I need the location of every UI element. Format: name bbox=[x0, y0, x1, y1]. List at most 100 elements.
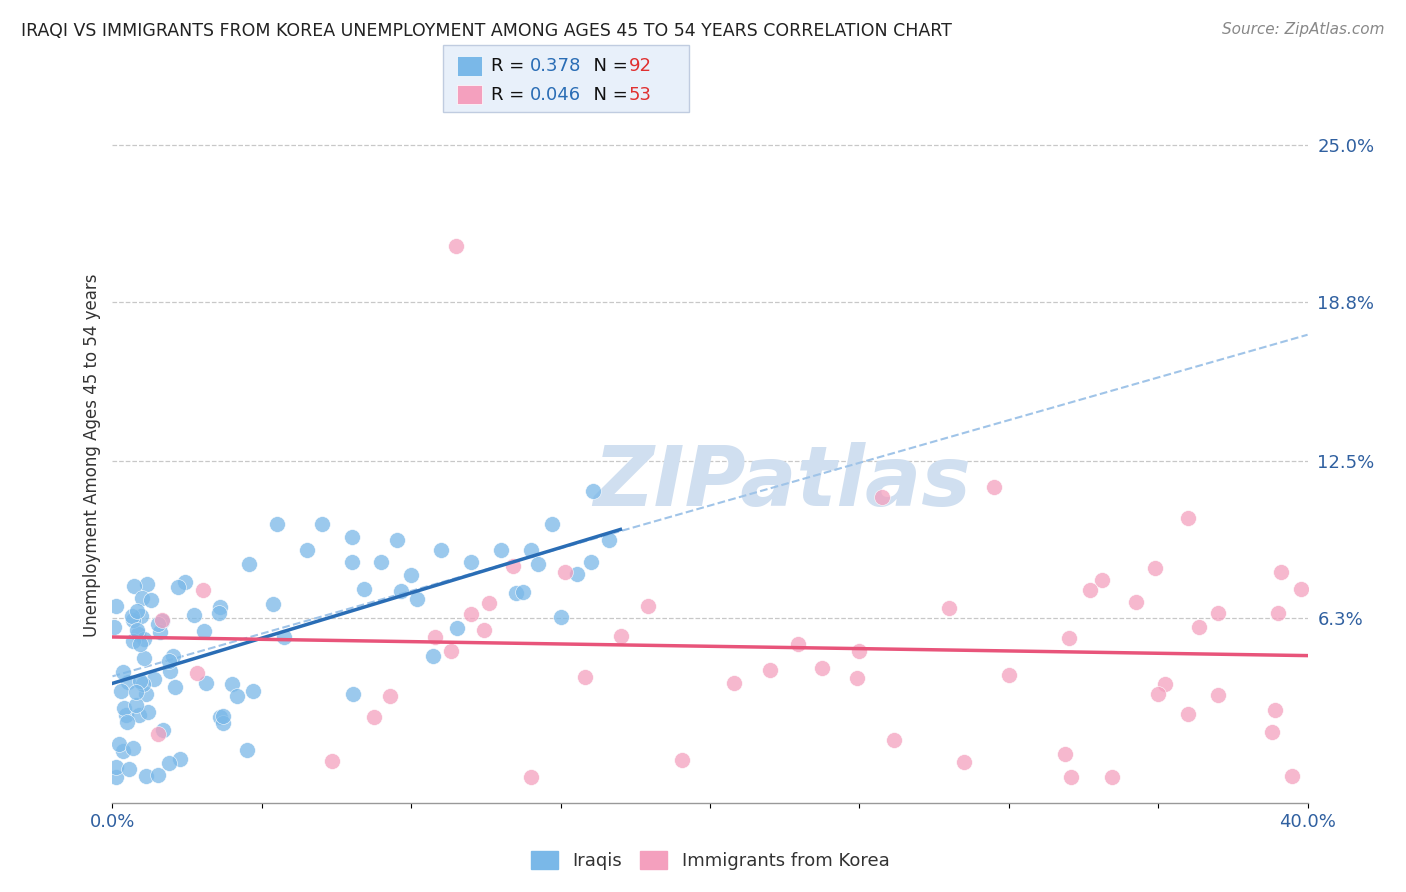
Point bbox=[104, 599, 127, 613]
Point bbox=[150, 614, 173, 628]
Point bbox=[883, 733, 905, 747]
Point bbox=[129, 609, 152, 624]
Point bbox=[938, 601, 960, 615]
Point bbox=[142, 672, 165, 686]
Point bbox=[786, 637, 808, 651]
Text: IRAQI VS IMMIGRANTS FROM KOREA UNEMPLOYMENT AMONG AGES 45 TO 54 YEARS CORRELATIO: IRAQI VS IMMIGRANTS FROM KOREA UNEMPLOYM… bbox=[21, 22, 952, 40]
Point bbox=[406, 592, 429, 607]
Point bbox=[598, 533, 620, 547]
Point bbox=[112, 701, 135, 715]
Text: N =: N = bbox=[582, 87, 634, 104]
Point bbox=[266, 517, 288, 532]
Text: 0.046: 0.046 bbox=[530, 87, 581, 104]
Point bbox=[131, 591, 153, 605]
Point bbox=[574, 670, 596, 684]
Point bbox=[527, 558, 550, 572]
Point bbox=[146, 616, 169, 631]
Y-axis label: Unemployment Among Ages 45 to 54 years: Unemployment Among Ages 45 to 54 years bbox=[83, 273, 101, 637]
Point bbox=[105, 770, 128, 784]
Point bbox=[125, 623, 148, 637]
Point bbox=[460, 607, 482, 621]
Point bbox=[150, 614, 173, 628]
Text: R =: R = bbox=[491, 87, 530, 104]
Point bbox=[363, 710, 385, 724]
Point bbox=[125, 685, 148, 699]
Point bbox=[520, 542, 543, 557]
Point bbox=[162, 649, 184, 664]
Point bbox=[115, 714, 138, 729]
Point bbox=[122, 613, 145, 627]
Point bbox=[311, 517, 333, 532]
Point bbox=[128, 674, 150, 689]
Point bbox=[340, 530, 363, 544]
Point bbox=[1153, 677, 1175, 691]
Point bbox=[422, 649, 444, 664]
Point bbox=[236, 743, 259, 757]
Point bbox=[1261, 725, 1284, 739]
Point bbox=[342, 687, 364, 701]
Point bbox=[139, 593, 162, 607]
Point bbox=[1264, 703, 1286, 717]
Point bbox=[128, 708, 150, 723]
Point bbox=[295, 542, 318, 557]
Point bbox=[122, 579, 145, 593]
Point bbox=[554, 565, 576, 579]
Point bbox=[430, 542, 453, 557]
Point bbox=[723, 676, 745, 690]
Point bbox=[389, 584, 412, 599]
Point bbox=[127, 604, 149, 618]
Point bbox=[111, 665, 134, 679]
Point bbox=[191, 582, 214, 597]
Point bbox=[446, 621, 468, 635]
Point bbox=[1188, 620, 1211, 634]
Point bbox=[1267, 606, 1289, 620]
Point bbox=[1206, 606, 1229, 620]
Point bbox=[512, 584, 534, 599]
Point bbox=[273, 630, 295, 644]
Point bbox=[1125, 595, 1147, 609]
Point bbox=[110, 684, 132, 698]
Point bbox=[581, 483, 603, 498]
Point bbox=[340, 556, 363, 570]
Point bbox=[1080, 582, 1102, 597]
Point bbox=[353, 582, 375, 596]
Point bbox=[208, 709, 231, 723]
Point bbox=[104, 760, 127, 774]
Point bbox=[135, 686, 157, 700]
Point bbox=[321, 755, 343, 769]
Point bbox=[378, 690, 401, 704]
Point bbox=[212, 715, 235, 730]
Point bbox=[385, 533, 408, 547]
Point bbox=[460, 556, 482, 570]
Point bbox=[1281, 769, 1303, 783]
Text: 0.378: 0.378 bbox=[530, 57, 582, 75]
Point bbox=[846, 671, 869, 685]
Point bbox=[1060, 771, 1083, 785]
Point bbox=[444, 239, 467, 253]
Point bbox=[122, 633, 145, 648]
Text: ZIPatlas: ZIPatlas bbox=[593, 442, 970, 524]
Point bbox=[208, 606, 231, 620]
Point bbox=[159, 665, 181, 679]
Text: R =: R = bbox=[491, 57, 530, 75]
Point bbox=[169, 752, 191, 766]
Point bbox=[149, 625, 172, 640]
Point bbox=[127, 627, 149, 641]
Point bbox=[122, 740, 145, 755]
Point bbox=[610, 629, 633, 643]
Point bbox=[242, 684, 264, 698]
Point bbox=[505, 585, 527, 599]
Point bbox=[759, 663, 782, 677]
Point bbox=[401, 568, 423, 582]
Point bbox=[1101, 771, 1123, 785]
Point bbox=[121, 609, 143, 624]
Point bbox=[183, 608, 205, 623]
Point bbox=[125, 698, 148, 713]
Point bbox=[1177, 511, 1199, 525]
Point bbox=[370, 556, 392, 570]
Point bbox=[157, 756, 180, 771]
Point bbox=[132, 650, 155, 665]
Text: 53: 53 bbox=[628, 87, 651, 104]
Point bbox=[472, 623, 495, 637]
Point bbox=[489, 542, 512, 557]
